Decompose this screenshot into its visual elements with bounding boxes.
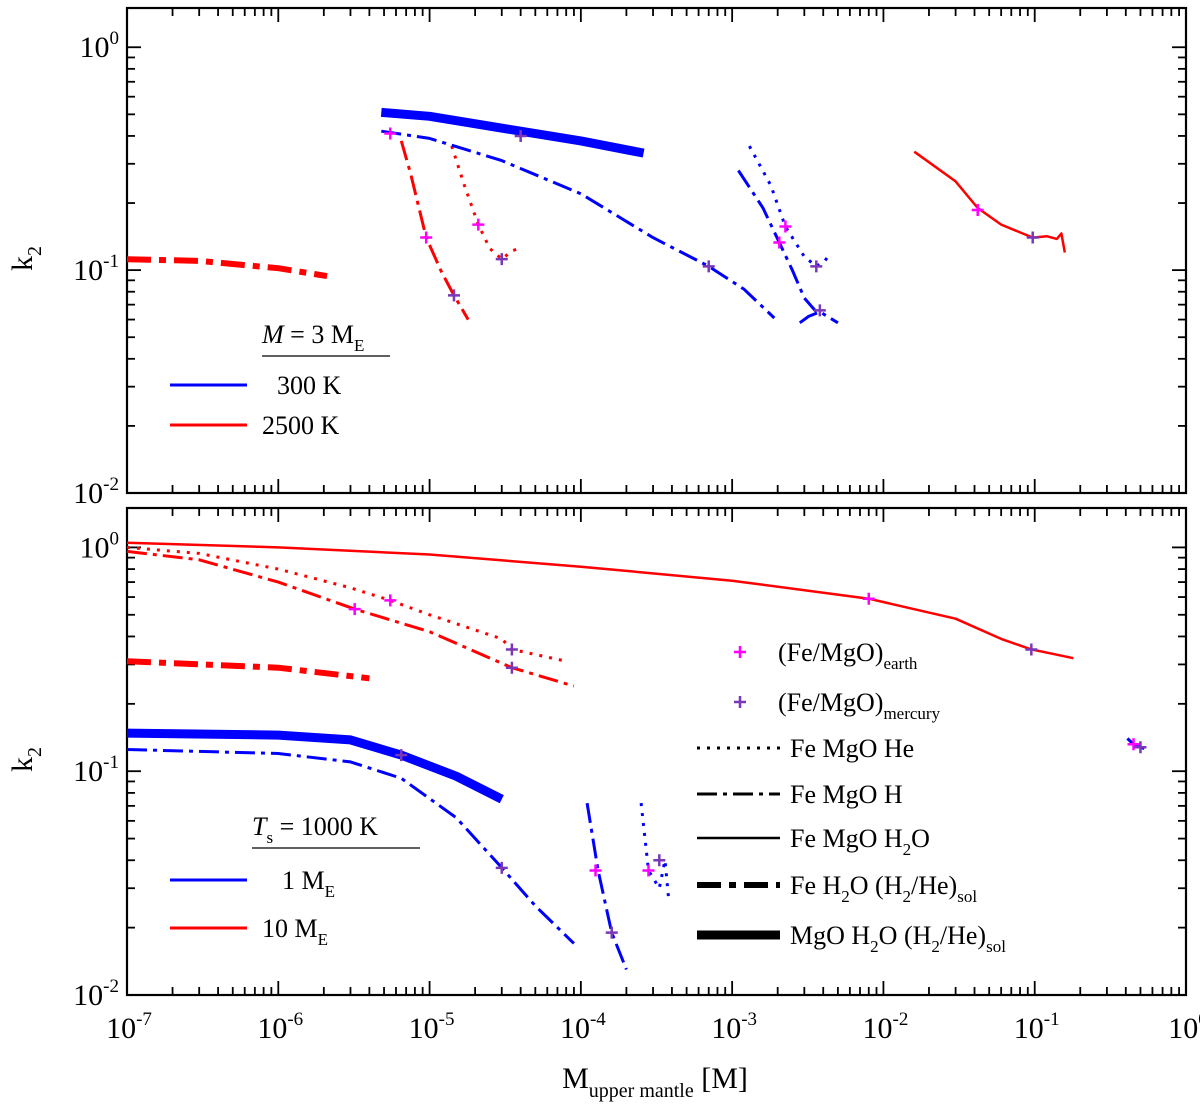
mercury-composition-marker: [605, 926, 618, 939]
mercury-composition-marker: [1026, 231, 1039, 244]
legend-label: 10 ME: [262, 914, 328, 949]
markers: [348, 592, 1147, 939]
x-tick-label: 10-1: [1014, 1009, 1060, 1045]
legend-label: Fe H2O (H2/He)sol: [790, 871, 977, 906]
mercury-composition-marker: [395, 749, 408, 762]
mercury-composition-marker: [702, 260, 715, 273]
plot-frame: [125, 506, 1188, 997]
legend-label: 1 ME: [282, 866, 335, 901]
bottom-panel: 100 10-1 10-2 k2 Ts = 1000 K 1 ME 10 ME (Fe/MgO…: [6, 506, 1188, 1012]
inset-legend-top: M = 3 ME 300 K 2500 K: [170, 320, 390, 440]
markers: [384, 127, 1039, 317]
y-tick-label: 10-2: [73, 976, 119, 1012]
mercury-composition-marker: [505, 661, 518, 674]
earth-composition-marker: [420, 231, 433, 244]
x-tick-label: 10-6: [257, 1009, 303, 1045]
legend-label: Fe MgO H: [790, 780, 903, 809]
series-line: [126, 728, 504, 804]
legend-label: (Fe/MgO)mercury: [778, 688, 941, 723]
mercury-composition-marker: [653, 854, 666, 867]
series-line: [798, 310, 839, 325]
y-axis-label: k2: [6, 246, 46, 271]
top-panel: 100 10-1 10-2 k2 M = 3 ME 300 K 2500 K: [6, 6, 1188, 510]
axis-ticks: [126, 508, 1186, 996]
inset-legend-title: M = 3 ME: [261, 320, 364, 355]
y-tick-label: 10-1: [73, 752, 119, 788]
x-axis-label: Mupper mantle [M]: [562, 1062, 748, 1102]
series-line: [737, 169, 818, 313]
earth-composition-marker: [589, 864, 602, 877]
mercury-composition-marker: [505, 643, 518, 656]
series-line: [126, 541, 1074, 660]
series-line: [399, 140, 470, 321]
earth-composition-marker: [971, 204, 984, 217]
earth-composition-marker: [779, 220, 792, 233]
series-line: [913, 150, 1067, 253]
series-line: [380, 107, 645, 158]
series-line: [639, 802, 671, 899]
x-axis: 10-7 10-6 10-5 10-4 10-3 10-2 10-1 100 Mupper ma…: [106, 1009, 1200, 1102]
earth-composition-marker: [773, 236, 786, 249]
legend-marker-sample: [734, 646, 746, 658]
mercury-composition-marker: [810, 260, 823, 273]
series-line: [126, 748, 575, 945]
axis-ticks: [126, 8, 1186, 494]
x-tick-label: 10-7: [106, 1009, 152, 1045]
legend-label: Fe MgO He: [790, 734, 914, 763]
series-line: [381, 129, 776, 320]
series-line: [126, 545, 567, 663]
earth-composition-marker: [862, 592, 875, 605]
inset-legend-title: Ts = 1000 K: [252, 812, 378, 847]
earth-composition-marker: [384, 594, 397, 607]
mercury-composition-marker: [1025, 643, 1038, 656]
x-tick-label: 10-4: [560, 1009, 606, 1045]
mercury-composition-marker: [495, 861, 508, 874]
mercury-composition-marker: [813, 304, 826, 317]
mercury-composition-marker: [1134, 741, 1147, 754]
x-tick-label: 100: [1168, 1009, 1200, 1045]
y-tick-label: 10-1: [73, 251, 119, 287]
mercury-composition-marker: [495, 253, 508, 266]
legend-label: (Fe/MgO)earth: [778, 638, 918, 673]
inset-legend-bottom: Ts = 1000 K 1 ME 10 ME: [170, 812, 420, 949]
series-line: [126, 256, 328, 280]
x-tick-label: 10-2: [863, 1009, 909, 1045]
earth-composition-marker: [1127, 738, 1140, 751]
mercury-composition-marker: [514, 129, 527, 142]
series-line: [126, 658, 370, 682]
legend-marker-sample: [734, 696, 746, 708]
legend-label: 2500 K: [262, 411, 340, 440]
data-series: [126, 107, 1067, 325]
earth-composition-marker: [642, 864, 655, 877]
y-axis-label: k2: [6, 747, 46, 772]
data-series: [126, 541, 1148, 971]
legend-label: Fe MgO H2O: [790, 824, 930, 859]
legend-label: 300 K: [277, 371, 342, 400]
main-legend: (Fe/MgO)earth (Fe/MgO)mercury Fe MgO He Fe …: [697, 638, 1006, 956]
earth-composition-marker: [348, 603, 361, 616]
x-tick-label: 10-5: [409, 1009, 455, 1045]
mercury-composition-marker: [447, 289, 460, 302]
y-tick-label: 10-2: [73, 474, 119, 510]
plot-frame: [125, 6, 1188, 495]
x-tick-label: 10-3: [711, 1009, 757, 1045]
y-tick-label: 100: [80, 528, 120, 564]
earth-composition-marker: [472, 218, 485, 231]
legend-label: MgO H2O (H2/He)sol: [790, 921, 1006, 956]
series-line: [450, 145, 520, 261]
series-line: [585, 802, 628, 971]
earth-composition-marker: [384, 127, 397, 140]
y-tick-label: 100: [80, 28, 120, 64]
